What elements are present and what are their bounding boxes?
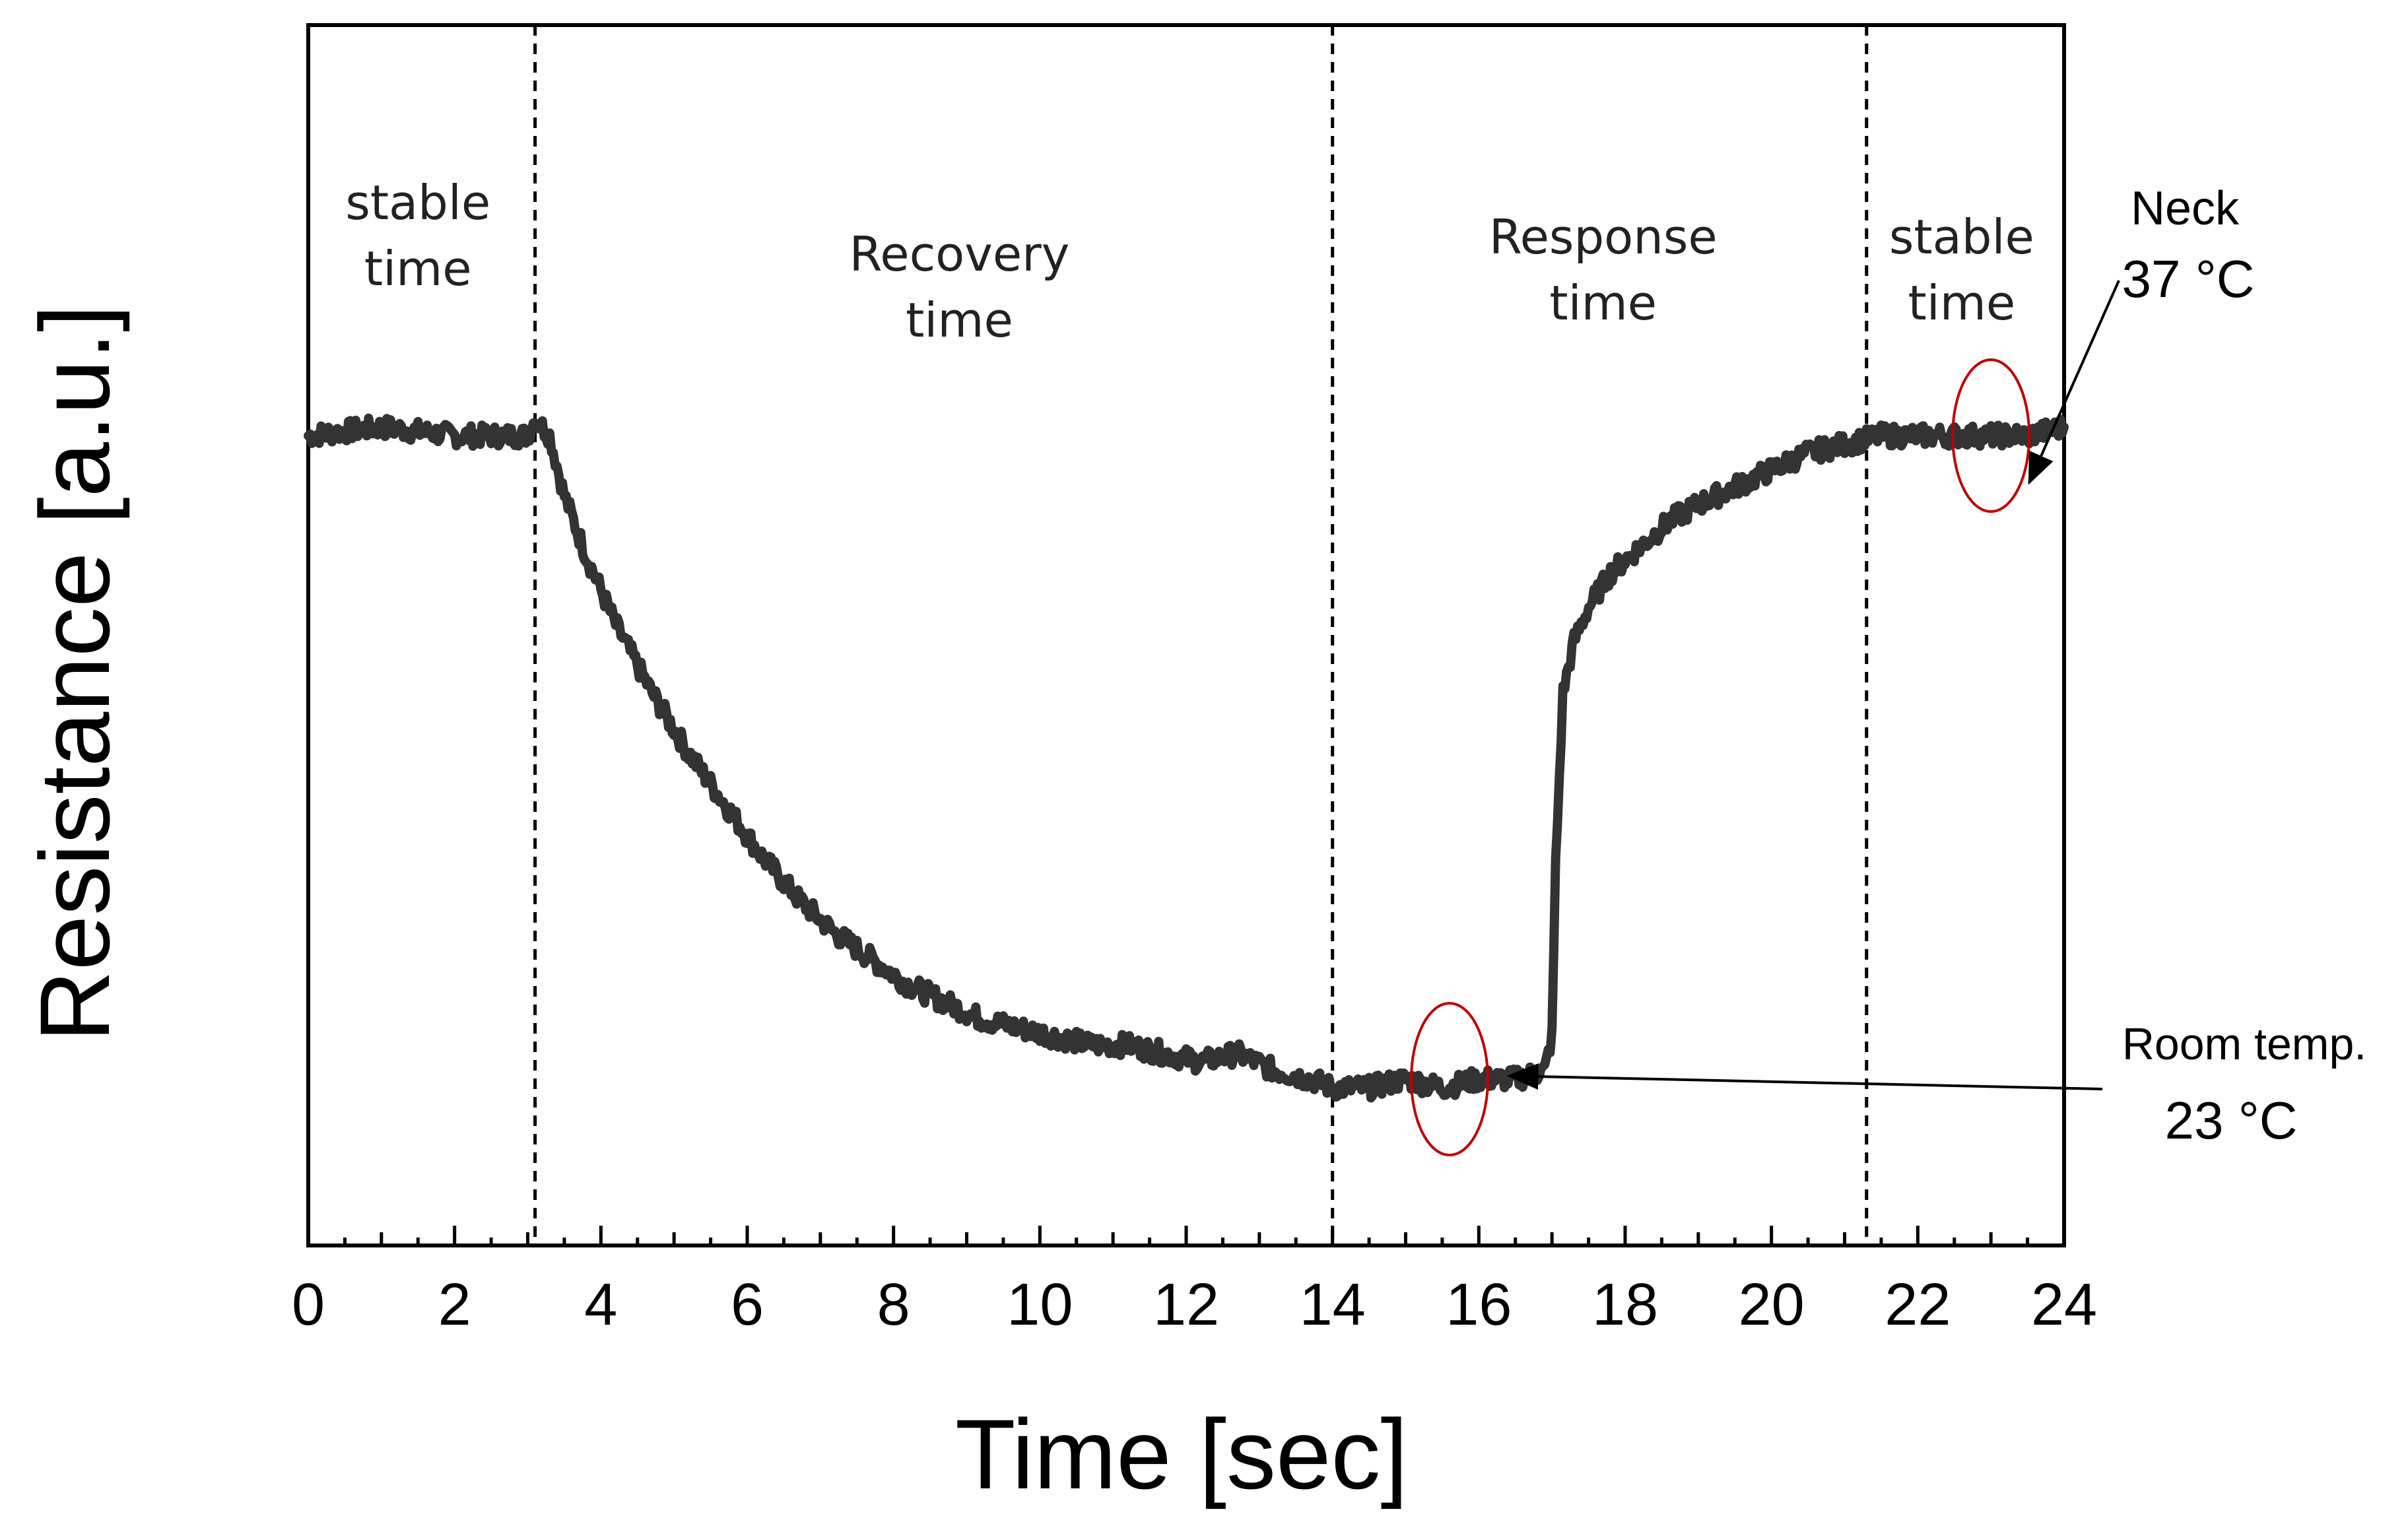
x-tick-label: 4 <box>584 1272 617 1338</box>
phase-label-4-line2: time <box>1908 275 2015 331</box>
plot-area <box>304 23 2069 1247</box>
x-tick-label: 20 <box>1739 1272 1805 1338</box>
x-tick-label: 24 <box>2031 1272 2097 1338</box>
room-temp-arrow <box>1506 1063 2103 1090</box>
neck-label: Neck <box>2131 182 2240 235</box>
x-tick-label: 2 <box>438 1272 471 1338</box>
phase-label-3-line1: Response <box>1489 209 1718 265</box>
x-tick-label: 0 <box>292 1272 325 1338</box>
phase-label-4-line1: stable <box>1889 209 2034 265</box>
x-tick-label: 14 <box>1300 1272 1366 1338</box>
series-line-1 <box>304 413 2069 1103</box>
x-tick-label: 6 <box>731 1272 764 1338</box>
x-axis-title: Time [sec] <box>955 1399 1408 1509</box>
x-tick-label: 10 <box>1007 1272 1073 1338</box>
room-temp-value-label: 23 °C <box>2165 1091 2298 1150</box>
x-tick-label: 12 <box>1153 1272 1219 1338</box>
phase-labels: stable time Recovery time Response time stable… <box>345 175 2034 348</box>
x-tick-label: 8 <box>877 1272 910 1338</box>
phase-label-2-line1: Recovery <box>849 226 1069 282</box>
callouts: Neck 37 °C Room temp. 23 °C <box>1410 182 2366 1156</box>
phase-label-3-line2: time <box>1549 275 1657 331</box>
y-axis-title: Resistance [a.u.] <box>19 304 130 1042</box>
neck-temp-label: 37 °C <box>2122 249 2255 308</box>
x-tick-label: 18 <box>1592 1272 1658 1338</box>
phase-label-2-line2: time <box>906 292 1013 348</box>
room-temp-label: Room temp. <box>2122 1019 2366 1069</box>
phase-label-1-line2: time <box>364 241 472 296</box>
phase-label-1-line1: stable <box>345 175 490 230</box>
x-axis-ticks: 0 2 4 6 8 10 12 14 16 18 20 22 24 <box>292 1226 2097 1338</box>
highlight-ellipse-1 <box>1410 1002 1489 1156</box>
neck-arrow <box>2028 280 2120 485</box>
highlight-ellipse-2 <box>1951 358 2031 513</box>
x-tick-label: 16 <box>1446 1272 1512 1338</box>
x-tick-label: 22 <box>1885 1272 1951 1338</box>
